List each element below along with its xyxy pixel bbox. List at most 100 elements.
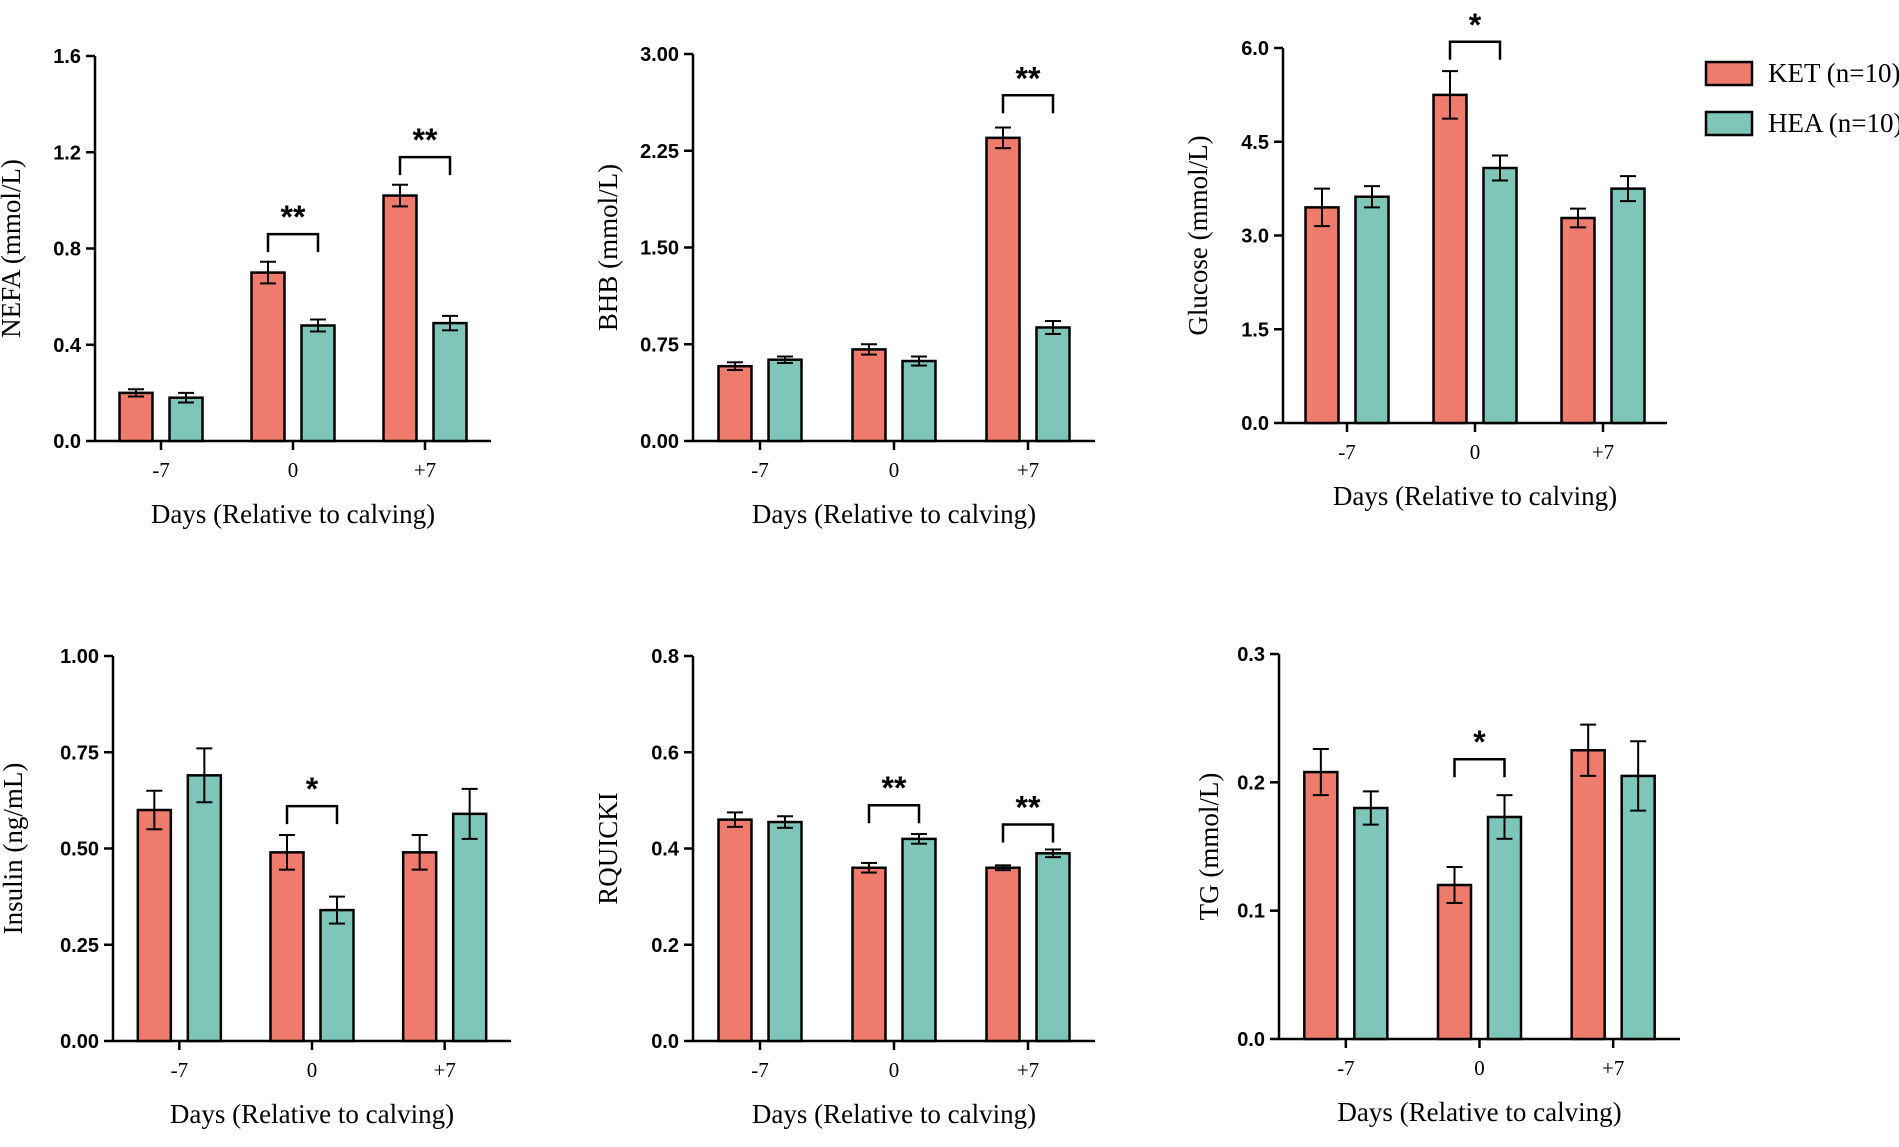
y-tick-label: 6.0 — [1241, 38, 1269, 60]
y-tick-label: 0.2 — [1237, 772, 1265, 794]
significance-bracket — [1001, 823, 1055, 843]
x-tick-label: +7 — [433, 1058, 455, 1082]
bar-hea — [901, 837, 937, 1043]
x-tick-label: +7 — [1017, 1058, 1039, 1082]
bar-hea — [1620, 774, 1656, 1041]
y-tick-label: 0.6 — [651, 742, 679, 764]
y-tick-label: 0.2 — [651, 935, 679, 957]
y-axis-title: TG (mmol/L) — [1194, 773, 1224, 921]
significance-label: ** — [413, 122, 438, 158]
y-tick-label: 0.75 — [640, 334, 679, 356]
x-axis-title: Days (Relative to calving) — [1337, 1097, 1621, 1127]
legend-swatch — [1704, 60, 1754, 87]
chart-panel-1: 0.0 0.4 0.8 1.2 1.6 -7 0 +7 ** ** Days (Relative t… — [0, 46, 491, 529]
significance-bracket — [1448, 40, 1502, 60]
x-axis-title: Days (Relative to calving) — [752, 499, 1036, 529]
bar-hea — [1353, 806, 1389, 1041]
bar-hea — [1486, 815, 1523, 1041]
bar-ket — [1560, 216, 1596, 425]
significance-label: * — [1473, 724, 1486, 760]
bar-ket — [1304, 206, 1340, 425]
y-axis-title: Glucose (mmol/L) — [1183, 135, 1213, 335]
significance-bracket — [1453, 757, 1506, 778]
bar-ket — [1432, 93, 1468, 425]
y-tick-label: 1.50 — [640, 238, 679, 260]
y-tick-label: 0.0 — [1237, 1029, 1265, 1051]
bar-ket — [136, 808, 173, 1043]
bar-ket — [717, 818, 753, 1043]
x-tick-label: +7 — [1592, 440, 1614, 464]
bar-hea — [1035, 852, 1071, 1043]
y-tick-label: 0.50 — [60, 839, 99, 861]
significance-bracket — [266, 232, 320, 253]
bar-ket — [118, 391, 154, 443]
chart-panel-5: 0.0 0.2 0.4 0.6 0.8 -7 0 +7 ** ** Days (Relative t… — [593, 646, 1095, 1129]
x-tick-label: -7 — [1337, 1056, 1355, 1080]
y-axis-title: RQUICKI — [593, 792, 623, 905]
chart-panel-6: 0.0 0.1 0.2 0.3 -7 0 +7 * Days (Relative to calv… — [1194, 644, 1680, 1127]
bar-ket — [401, 851, 438, 1043]
bar-hea — [901, 359, 937, 443]
bar-ket — [851, 866, 887, 1043]
bar-ket — [269, 851, 305, 1043]
x-tick-label: +7 — [1602, 1056, 1624, 1080]
legend-label: HEA (n=10) — [1768, 108, 1899, 138]
bar-ket — [1570, 749, 1606, 1041]
chart-panel-4: 0.00 0.25 0.50 0.75 1.00 -7 0 +7 * Days (Relative… — [0, 646, 511, 1129]
x-tick-label: +7 — [1017, 458, 1039, 482]
bar-hea — [168, 396, 204, 443]
y-tick-label: 0.00 — [640, 431, 679, 453]
x-tick-label: -7 — [1338, 440, 1356, 464]
y-axis-title: NEFA (mmol/L) — [0, 159, 26, 338]
x-axis-title: Days (Relative to calving) — [151, 499, 435, 529]
y-tick-label: 0.4 — [651, 839, 680, 861]
x-tick-label: -7 — [751, 1058, 769, 1082]
chart-panel-3: 0.0 1.5 3.0 4.5 6.0 -7 0 +7 * Days (Relative to c… — [1183, 7, 1667, 511]
y-tick-label: 0.0 — [1241, 413, 1269, 435]
x-axis-title: Days (Relative to calving) — [1333, 481, 1617, 511]
y-axis-title: BHB (mmol/L) — [593, 164, 623, 331]
bar-hea — [1482, 166, 1518, 425]
y-tick-label: 0.0 — [651, 1031, 679, 1053]
bar-ket — [1303, 770, 1339, 1041]
x-tick-label: 0 — [1474, 1056, 1485, 1080]
significance-label: * — [1469, 7, 1482, 43]
bar-hea — [767, 820, 803, 1043]
bar-hea — [767, 358, 803, 443]
significance-label: ** — [281, 199, 306, 235]
significance-bracket — [867, 803, 921, 824]
y-tick-label: 1.00 — [60, 646, 99, 668]
significance-bracket — [1001, 94, 1055, 114]
bar-hea — [1610, 187, 1646, 425]
bar-ket — [382, 194, 418, 443]
x-tick-label: +7 — [414, 458, 436, 482]
bar-hea — [300, 324, 336, 443]
significance-label: ** — [1016, 789, 1041, 825]
significance-bracket — [398, 155, 452, 176]
y-tick-label: 3.00 — [640, 44, 679, 66]
significance-label: ** — [1016, 60, 1041, 96]
y-tick-label: 0.4 — [53, 335, 82, 357]
bar-ket — [250, 271, 286, 443]
bar-hea — [451, 812, 488, 1043]
y-tick-label: 1.6 — [53, 46, 81, 68]
bar-ket — [985, 136, 1021, 443]
y-axis-title: Insulin (ng/mL) — [0, 763, 28, 935]
bar-ket — [717, 364, 753, 443]
bar-ket — [1436, 883, 1473, 1041]
legend-swatch — [1704, 110, 1754, 137]
y-tick-label: 0.1 — [1237, 901, 1265, 923]
y-tick-label: 0.3 — [1237, 644, 1265, 666]
x-tick-label: -7 — [171, 1058, 189, 1082]
x-tick-label: 0 — [307, 1058, 318, 1082]
bar-hea — [1354, 195, 1390, 425]
legend: KET (n=10) HEA (n=10) — [1704, 58, 1899, 138]
bar-ket — [985, 866, 1021, 1043]
bar-hea — [1035, 326, 1071, 443]
significance-bracket — [285, 804, 339, 825]
legend-label: KET (n=10) — [1768, 58, 1899, 88]
y-tick-label: 4.5 — [1241, 132, 1269, 154]
x-tick-label: 0 — [889, 1058, 900, 1082]
bar-hea — [186, 774, 223, 1043]
y-tick-label: 1.2 — [53, 142, 81, 164]
